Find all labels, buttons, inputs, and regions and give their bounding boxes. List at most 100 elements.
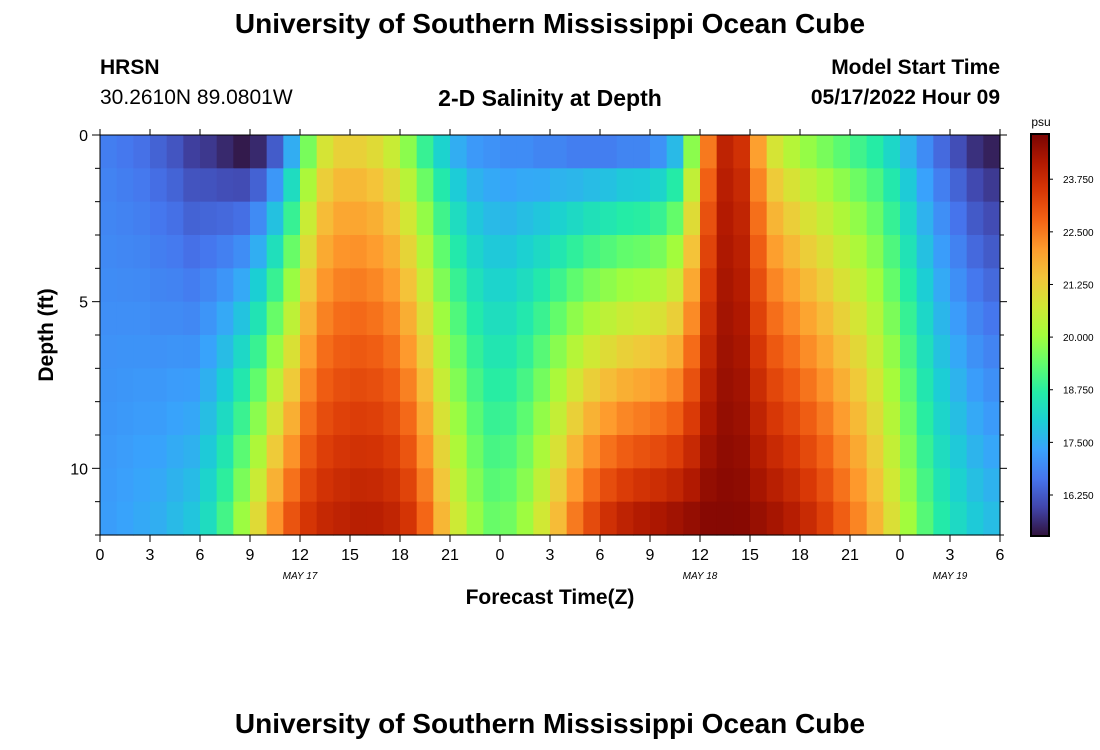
heatmap-cell	[616, 135, 634, 169]
heatmap-cell	[183, 468, 201, 503]
heatmap-cell	[866, 135, 884, 169]
heatmap-cell	[850, 235, 868, 269]
heatmap-cell	[516, 301, 534, 336]
heatmap-cell	[900, 368, 918, 403]
heatmap-cell	[766, 335, 784, 369]
heatmap-cell	[283, 135, 301, 169]
x-tick-label: 15	[341, 547, 359, 564]
heatmap-cell	[200, 401, 218, 436]
heatmap-cell	[433, 201, 451, 236]
heatmap-cell	[616, 301, 634, 336]
heatmap-cell	[216, 135, 234, 169]
heatmap-cell	[850, 301, 868, 336]
heatmap-cell	[583, 368, 601, 403]
heatmap-cell	[233, 435, 251, 469]
heatmap-cell	[266, 435, 284, 469]
heatmap-cell	[433, 135, 451, 169]
x-axis: 0 3 6 9 12 15 18 21 0 3 6 9 12 15 18 21 0 3 6 MAY 17 MAY 18 M…	[96, 129, 1005, 582]
heatmap-cell	[683, 301, 701, 336]
heatmap-cell	[183, 168, 201, 203]
heatmap-cell	[316, 335, 334, 369]
heatmap-cell	[100, 135, 118, 169]
heatmap-cell	[633, 201, 651, 236]
heatmap-cell	[566, 501, 584, 536]
heatmap-cell	[450, 135, 468, 169]
heatmap-cell	[550, 335, 568, 369]
heatmap-cell	[200, 368, 218, 403]
heatmap-cells	[100, 135, 1001, 536]
heatmap-cell	[550, 468, 568, 503]
x-tick-label: 15	[741, 547, 759, 564]
heatmap-cell	[783, 468, 801, 503]
heatmap-cell	[833, 401, 851, 436]
heatmap-cell	[783, 435, 801, 469]
heatmap-cell	[150, 501, 168, 536]
heatmap-cell	[983, 268, 1001, 303]
heatmap-cell	[700, 168, 718, 203]
heatmap-cell	[600, 168, 618, 203]
heatmap-cell	[883, 135, 901, 169]
heatmap-cell	[983, 468, 1001, 503]
heatmap-cell	[833, 168, 851, 203]
heatmap-cell	[833, 468, 851, 503]
heatmap-cell	[400, 201, 418, 236]
x-tick-label: 3	[146, 547, 155, 564]
heatmap-cell	[816, 368, 834, 403]
heatmap-cell	[633, 301, 651, 336]
heatmap-cell	[250, 435, 268, 469]
heatmap-cell	[500, 368, 518, 403]
heatmap-cell	[416, 168, 434, 203]
heatmap-cell	[550, 135, 568, 169]
heatmap-cell	[150, 135, 168, 169]
heatmap-cell	[816, 435, 834, 469]
heatmap-cell	[916, 235, 934, 269]
heatmap-cell	[983, 301, 1001, 336]
heatmap-cell	[183, 368, 201, 403]
heatmap-cell	[183, 501, 201, 536]
heatmap-cell	[216, 501, 234, 536]
heatmap-cell	[400, 301, 418, 336]
heatmap-cell	[983, 501, 1001, 536]
heatmap-cell	[483, 135, 501, 169]
heatmap-cell	[883, 501, 901, 536]
heatmap-cell	[400, 401, 418, 436]
heatmap-cell	[616, 235, 634, 269]
heatmap-cell	[350, 368, 368, 403]
heatmap-cell	[450, 168, 468, 203]
heatmap-cell	[383, 501, 401, 536]
heatmap-cell	[600, 401, 618, 436]
heatmap-cell	[800, 501, 818, 536]
heatmap-cell	[116, 268, 134, 303]
heatmap-cell	[300, 401, 318, 436]
heatmap-cell	[533, 235, 551, 269]
x-tick-label: 21	[441, 547, 459, 564]
heatmap-cell	[400, 435, 418, 469]
heatmap-cell	[483, 168, 501, 203]
heatmap-cell	[400, 335, 418, 369]
heatmap-cell	[683, 135, 701, 169]
heatmap-cell	[983, 201, 1001, 236]
heatmap-cell	[716, 168, 734, 203]
heatmap-cell	[800, 301, 818, 336]
heatmap-cell	[750, 501, 768, 536]
heatmap-cell	[616, 435, 634, 469]
heatmap-cell	[133, 268, 151, 303]
heatmap-cell	[816, 168, 834, 203]
heatmap-cell	[500, 301, 518, 336]
heatmap-cell	[983, 335, 1001, 369]
heatmap-cell	[983, 368, 1001, 403]
heatmap-cell	[850, 501, 868, 536]
heatmap-cell	[133, 135, 151, 169]
heatmap-cell	[150, 401, 168, 436]
heatmap-cell	[500, 235, 518, 269]
heatmap-cell	[600, 301, 618, 336]
heatmap-cell	[733, 435, 751, 469]
heatmap-cell	[783, 335, 801, 369]
heatmap-cell	[900, 335, 918, 369]
heatmap-cell	[716, 235, 734, 269]
heatmap-cell	[916, 435, 934, 469]
heatmap-cell	[983, 235, 1001, 269]
heatmap-cell	[250, 168, 268, 203]
heatmap-cell	[666, 168, 684, 203]
heatmap-cell	[800, 368, 818, 403]
